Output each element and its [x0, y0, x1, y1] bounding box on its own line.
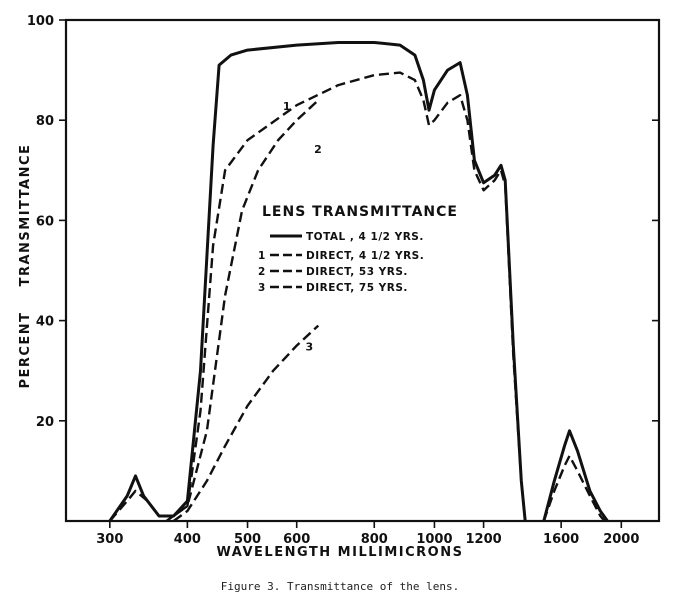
legend-label-total: TOTAL , 4 1/2 YRS.: [306, 231, 424, 243]
curve-label-1: 1: [283, 100, 291, 113]
y-tick-label-80: 80: [36, 114, 54, 129]
series-line-direct-75-yrs-0: [172, 324, 320, 522]
curve-annotations: 1 2 3: [283, 100, 322, 353]
y-axis-title-transmittance: TRANSMITTANCE: [18, 144, 33, 287]
x-tick-label-800: 800: [361, 532, 388, 547]
axis-ticks: 300 400 500 600 800 1000 1200 1600 2000 20 40 60 80 1…: [27, 14, 659, 547]
y-tick-label-20: 20: [36, 415, 54, 430]
legend-label-2: DIRECT, 53 YRS.: [306, 266, 408, 278]
x-tick-label-2000: 2000: [603, 532, 639, 547]
y-tick-label-100: 100: [27, 14, 54, 29]
series-line-direct-4-1-2-yrs-1: [542, 454, 606, 522]
y-tick-label-40: 40: [36, 315, 54, 330]
series-line-direct-53-yrs-0: [165, 99, 320, 522]
legend-key-3: 3: [258, 282, 266, 294]
legend-label-1: DIRECT, 4 1/2 YRS.: [306, 250, 424, 262]
x-tick-label-500: 500: [234, 532, 261, 547]
curve-label-2: 2: [314, 143, 322, 156]
legend-label-3: DIRECT, 75 YRS.: [306, 282, 408, 294]
x-axis-title: WAVELENGTH MILLIMICRONS: [217, 545, 464, 560]
y-axis-title-percent: PERCENT: [18, 311, 33, 388]
x-tick-label-1200: 1200: [465, 532, 501, 547]
y-tick-label-60: 60: [36, 214, 54, 229]
series-line-total-4-1-2-yrs-1: [542, 429, 609, 522]
legend-key-2: 2: [258, 266, 266, 278]
x-tick-label-1000: 1000: [416, 532, 452, 547]
curve-label-3: 3: [306, 341, 314, 354]
series-line-direct-4-1-2-yrs-0: [108, 71, 527, 522]
x-tick-label-300: 300: [96, 532, 123, 547]
x-tick-label-1600: 1600: [543, 532, 579, 547]
legend-key-1: 1: [258, 250, 266, 262]
curves: [108, 41, 609, 522]
x-tick-label-400: 400: [174, 532, 201, 547]
plot-frame: [64, 18, 661, 523]
legend: LENS TRANSMITTANCE TOTAL , 4 1/2 YRS. 1 …: [258, 204, 458, 294]
x-tick-label-600: 600: [283, 532, 310, 547]
legend-title: LENS TRANSMITTANCE: [262, 204, 458, 220]
figure-caption: Figure 3. Transmittance of the lens.: [221, 580, 459, 593]
